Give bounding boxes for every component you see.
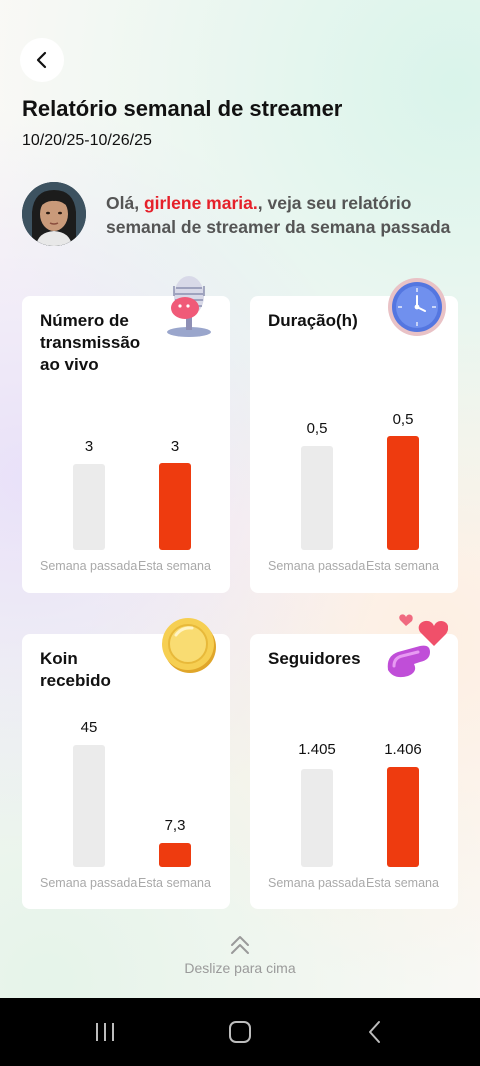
card-title: Koin recebido — [40, 649, 111, 690]
system-navigation-bar — [0, 998, 480, 1066]
card-koin: Koin recebido 45 7,3 Semana passada Esta… — [22, 634, 230, 909]
bar-this-week — [387, 767, 419, 867]
home-icon — [229, 1021, 251, 1043]
back-button[interactable] — [20, 38, 64, 82]
bar-value-last-week: 1.405 — [298, 741, 336, 758]
bar-last-week — [301, 446, 333, 550]
bar-last-week — [73, 464, 105, 550]
bar-this-week — [159, 463, 191, 550]
bar-this-week — [159, 843, 191, 867]
greeting-prefix: Olá, — [106, 193, 144, 213]
hearts-icon — [384, 610, 449, 685]
clock-icon — [386, 276, 448, 343]
card-title: Seguidores — [268, 649, 361, 668]
bar-last-week — [301, 769, 333, 867]
date-range: 10/20/25-10/26/25 — [22, 132, 152, 149]
axis-label-last-week: Semana passada — [268, 876, 366, 890]
card-followers: Seguidores 1.405 1.406 Semana passada Es… — [250, 634, 458, 909]
greeting-suffix: , veja seu relatório semanal de streamer… — [106, 193, 451, 237]
bar-value-this-week: 1.406 — [384, 741, 422, 758]
bar-value-last-week: 45 — [80, 719, 98, 736]
streamer-name: girlene maria. — [143, 193, 258, 213]
axis-label-last-week: Semana passada — [40, 876, 138, 890]
back-nav-button[interactable] — [345, 1012, 405, 1052]
microphone-icon — [163, 274, 215, 343]
axis-label-this-week: Esta semana — [366, 559, 439, 573]
avatar — [22, 182, 86, 246]
axis-label-last-week: Semana passada — [268, 559, 366, 573]
card-live-count: Número de transmissão ao vivo 3 3 Semana… — [22, 296, 230, 593]
recent-apps-button[interactable] — [75, 1012, 135, 1052]
axis-label-last-week: Semana passada — [40, 559, 138, 573]
card-title: Duração(h) — [268, 311, 358, 330]
home-button[interactable] — [210, 1012, 270, 1052]
card-duration: Duração(h) 0,5 0,5 Semana passada Esta s… — [250, 296, 458, 593]
bar-last-week — [73, 745, 105, 867]
card-title: Número de transmissão ao vivo — [40, 311, 141, 374]
bar-value-last-week: 0,5 — [306, 420, 328, 437]
axis-label-this-week: Esta semana — [138, 876, 211, 890]
page-title: Relatório semanal de streamer — [22, 96, 343, 121]
greeting-text: Olá, girlene maria., veja seu relatório … — [106, 191, 466, 239]
recent-apps-icon — [96, 1023, 114, 1041]
bar-this-week — [387, 436, 419, 550]
axis-label-this-week: Esta semana — [138, 559, 211, 573]
swipe-up-icon[interactable] — [0, 934, 480, 958]
bar-value-this-week: 3 — [170, 438, 180, 455]
coin-icon — [160, 615, 218, 680]
swipe-up-text[interactable]: Deslize para cima — [184, 960, 296, 976]
chevron-left-icon — [36, 51, 47, 69]
bar-value-this-week: 0,5 — [392, 411, 414, 428]
bar-value-last-week: 3 — [84, 438, 94, 455]
bar-value-this-week: 7,3 — [164, 817, 186, 834]
axis-label-this-week: Esta semana — [366, 876, 439, 890]
back-icon — [369, 1021, 380, 1043]
